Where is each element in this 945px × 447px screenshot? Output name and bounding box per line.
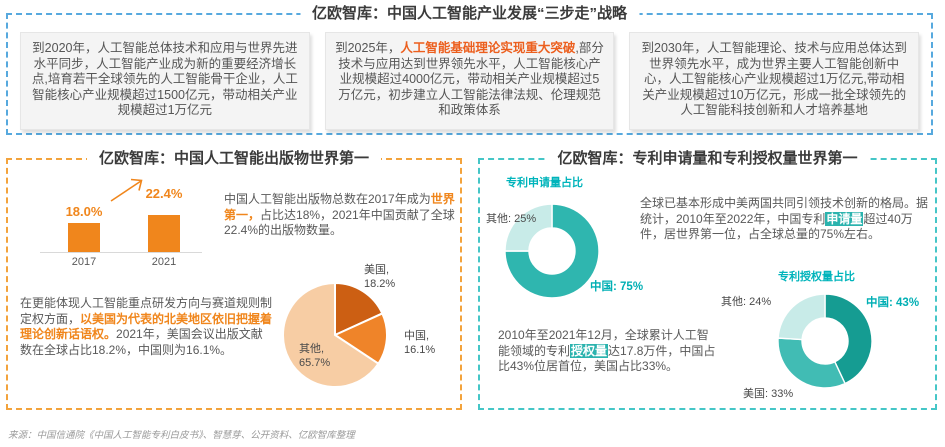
donut1-label-other: 其他: 25% [486,213,537,225]
patent-grants-chart-title: 专利授权量占比 [778,271,855,283]
strategy-boxes-row: 到2020年，人工智能总体技术和应用与世界先进水平同步，人工智能产业成为新的重要… [8,15,931,130]
source-note: 来源：中国信通院《中国人工智能专利白皮书》、智慧芽、公开资料、亿欧智库整理 [8,430,355,441]
strategy-section: 亿欧智库：中国人工智能产业发展“三步走”战略 到2020年，人工智能总体技术和应… [6,5,933,135]
bar-2021 [148,215,180,252]
strategy-section-title: 亿欧智库：中国人工智能产业发展“三步走”战略 [299,5,640,24]
strategy-box-2025-text: 到2025年，人工智能基础理论实现重大突破,部分技术与应用达到世界领先水平，人工… [335,41,604,117]
pie-slice-中国 [824,293,873,385]
publications-paragraph-2: 在更能体现人工智能重点研发方向与赛道规则制定权方面，以美国为代表的北美地区依旧把… [20,296,273,357]
bar-category-label: 2017 [71,256,97,268]
patents-section: 亿欧智库：专利申请量和专利授权量世界第一 专利申请量占比 其他: 25% 中国:… [478,150,937,410]
pie-slice-其他 [777,293,826,341]
pie-label-other: 其他, 65.7% [299,343,331,369]
donut2-label-other: 其他: 24% [721,296,772,308]
patent-grants-donut-chart [777,293,873,389]
strategy-box-2030-text: 到2030年，人工智能理论、技术与应用总体达到世界领先水平，成为世界主要人工智能… [641,41,907,117]
strategy-box-2030: 到2030年，人工智能理论、技术与应用总体达到世界领先水平，成为世界主要人工智能… [629,32,920,130]
pie-slice-其他 [504,203,553,252]
bar-value-label: 22.4% [145,186,183,201]
donut2-label-china: 中国: 43% [866,297,920,309]
publications-pie-chart [282,281,388,388]
patent-applications-chart-title: 专利申请量占比 [506,177,583,189]
publications-section-title: 亿欧智库：中国人工智能出版物世界第一 [86,150,382,169]
pie-slice-美国 [777,337,846,389]
growth-arrow-icon [110,178,143,202]
strategy-box-2020-text: 到2020年，人工智能总体技术和应用与世界先进水平同步，人工智能产业成为新的重要… [31,41,298,117]
patents-section-title: 亿欧智库：专利申请量和专利授权量世界第一 [545,150,870,169]
strategy-box-2025: 到2025年，人工智能基础理论实现重大突破,部分技术与应用达到世界领先水平，人工… [324,32,615,130]
donut2-label-usa: 美国: 33% [743,388,794,400]
publications-section: 亿欧智库：中国人工智能出版物世界第一 18.0% 2017 22.4% 2021 中国… [6,150,462,410]
publications-bar-chart: 18.0% 2017 22.4% 2021 [8,160,238,272]
bar-chart-axis [40,252,202,253]
patent-applications-donut-chart [504,203,600,299]
pie-slice-中国 [504,203,600,299]
bar-2017 [68,223,100,252]
bar-value-label: 18.0% [65,204,103,219]
pie-label-china: 中国, 16.1% [404,330,436,356]
strategy-box-2020: 到2020年，人工智能总体技术和应用与世界先进水平同步，人工智能产业成为新的重要… [20,32,310,130]
pie-label-usa: 美国, 18.2% [364,264,396,290]
patents-paragraph-2: 2010年至2021年12月，全球累计人工智能领域的专利授权量达17.8万件，中… [498,328,716,373]
publications-paragraph-1: 中国人工智能出版物总数在2017年成为世界第一，占比达18%，2021年中国贡献… [224,192,455,237]
patents-paragraph-1: 全球已基本形成中美两国共同引领技术创新的格局。据统计，2010年至2022年，中… [640,196,929,241]
pie-slice-其他 [282,281,380,388]
bar-category-label: 2021 [151,256,177,268]
donut1-label-china: 中国: 75% [590,281,644,293]
